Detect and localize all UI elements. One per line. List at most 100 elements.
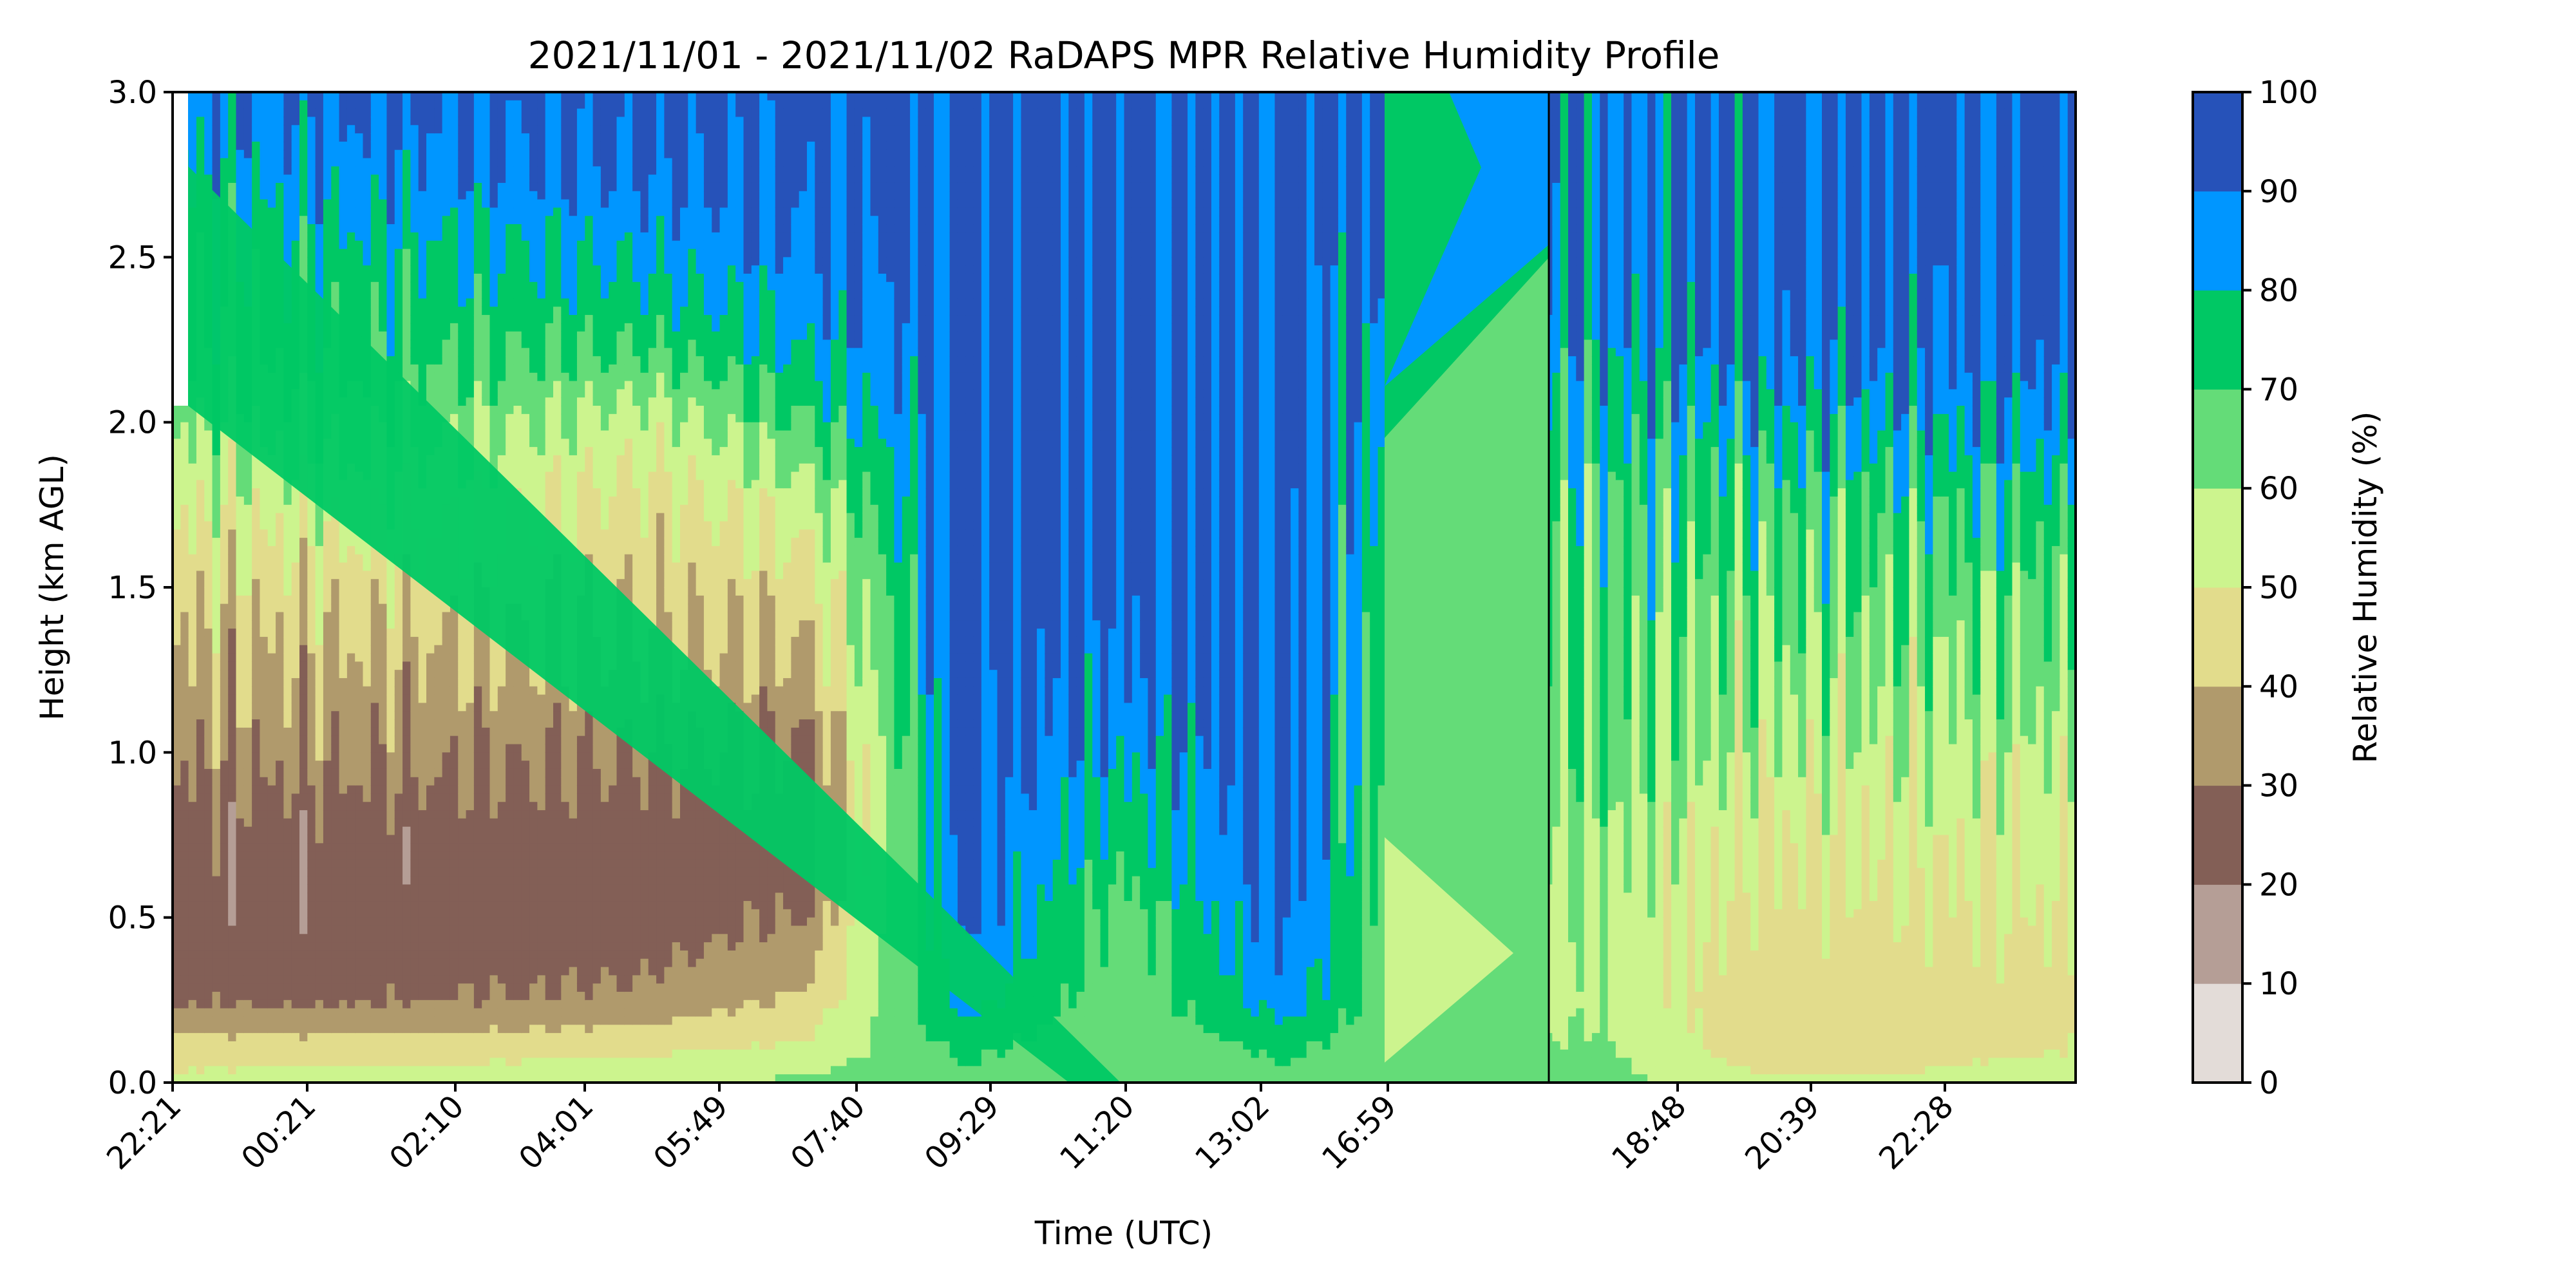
contour-cell — [418, 1057, 427, 1066]
contour-cell — [307, 917, 316, 927]
contour-cell — [482, 273, 491, 283]
contour-cell — [466, 397, 475, 406]
contour-cell — [196, 480, 205, 489]
contour-cell — [497, 224, 506, 233]
contour-cell — [370, 686, 379, 696]
contour-cell — [276, 761, 284, 770]
contour-cell — [402, 703, 411, 712]
contour-cell — [299, 744, 308, 753]
contour-cell — [267, 1049, 276, 1059]
contour-cell — [299, 942, 308, 951]
contour-cell — [323, 545, 332, 555]
contour-cell — [180, 413, 189, 423]
contour-cell — [204, 744, 213, 753]
contour-cell — [466, 901, 475, 910]
contour-cell — [228, 661, 237, 670]
contour-cell — [386, 356, 395, 365]
contour-cell — [299, 603, 308, 613]
contour-cell — [228, 958, 237, 968]
contour-cell — [402, 645, 411, 654]
contour-cell — [220, 455, 229, 464]
contour-cell — [442, 1008, 451, 1018]
contour-cell — [196, 934, 205, 943]
contour-cell — [497, 182, 506, 192]
contour-cell — [482, 249, 491, 258]
contour-cell — [379, 992, 388, 1001]
contour-cell — [466, 735, 475, 745]
contour-cell — [346, 884, 355, 893]
contour-cell — [339, 1049, 348, 1059]
contour-cell — [434, 925, 443, 934]
contour-cell — [220, 603, 229, 613]
contour-cell — [379, 942, 388, 951]
contour-cell — [236, 917, 245, 927]
contour-cell — [212, 1016, 221, 1025]
contour-cell — [228, 133, 237, 142]
contour-cell — [291, 645, 300, 654]
contour-cell — [394, 281, 403, 291]
contour-cell — [482, 653, 491, 662]
contour-cell — [173, 851, 181, 860]
contour-cell — [236, 571, 245, 580]
contour-cell — [402, 768, 411, 778]
contour-cell — [418, 727, 427, 737]
contour-cell — [204, 595, 213, 605]
contour-cell — [346, 175, 355, 184]
contour-cell — [180, 422, 189, 431]
contour-cell — [243, 1025, 252, 1034]
contour-cell — [370, 636, 379, 646]
contour-cell — [252, 149, 261, 159]
contour-cell — [307, 826, 316, 836]
contour-cell — [410, 893, 419, 902]
contour-cell — [363, 323, 372, 332]
contour-cell — [220, 1025, 229, 1034]
contour-cell — [394, 636, 403, 646]
contour-cell — [236, 108, 245, 118]
contour-cell — [204, 430, 213, 439]
contour-cell — [466, 182, 475, 192]
contour-cell — [473, 810, 482, 819]
contour-cell — [458, 273, 467, 283]
contour-cell — [315, 1008, 324, 1018]
contour-cell — [315, 529, 324, 538]
contour-cell — [450, 999, 459, 1009]
contour-cell — [418, 216, 427, 225]
contour-cell — [204, 925, 213, 934]
contour-cell — [236, 843, 245, 852]
contour-cell — [418, 298, 427, 307]
contour-cell — [220, 504, 229, 514]
contour-cell — [260, 125, 269, 134]
contour-cell — [379, 571, 388, 580]
contour-cell — [228, 612, 237, 621]
contour-cell — [283, 1074, 292, 1083]
contour-cell — [276, 719, 284, 728]
contour-cell — [267, 826, 276, 836]
contour-cell — [323, 859, 332, 869]
contour-cell — [252, 1025, 261, 1034]
contour-cell — [220, 1074, 229, 1083]
contour-cell — [220, 1049, 229, 1059]
contour-cell — [331, 290, 340, 299]
contour-cell — [173, 497, 181, 506]
contour-cell — [220, 571, 229, 580]
contour-cell — [442, 265, 451, 274]
contour-cell — [323, 703, 332, 712]
contour-cell — [283, 735, 292, 745]
contour-cell — [220, 802, 229, 811]
contour-cell — [267, 967, 276, 976]
contour-cell — [434, 257, 443, 266]
contour-cell — [283, 793, 292, 802]
contour-cell — [418, 942, 427, 951]
contour-cell — [346, 810, 355, 819]
contour-cell — [173, 901, 181, 910]
contour-cell — [355, 554, 364, 564]
contour-cell — [307, 257, 316, 266]
contour-cell — [196, 1066, 205, 1075]
contour-cell — [473, 999, 482, 1009]
contour-cell — [379, 925, 388, 934]
contour-cell — [355, 893, 364, 902]
contour-cell — [489, 909, 498, 918]
contour-cell — [426, 810, 435, 819]
contour-cell — [370, 166, 379, 175]
contour-cell — [497, 661, 506, 670]
